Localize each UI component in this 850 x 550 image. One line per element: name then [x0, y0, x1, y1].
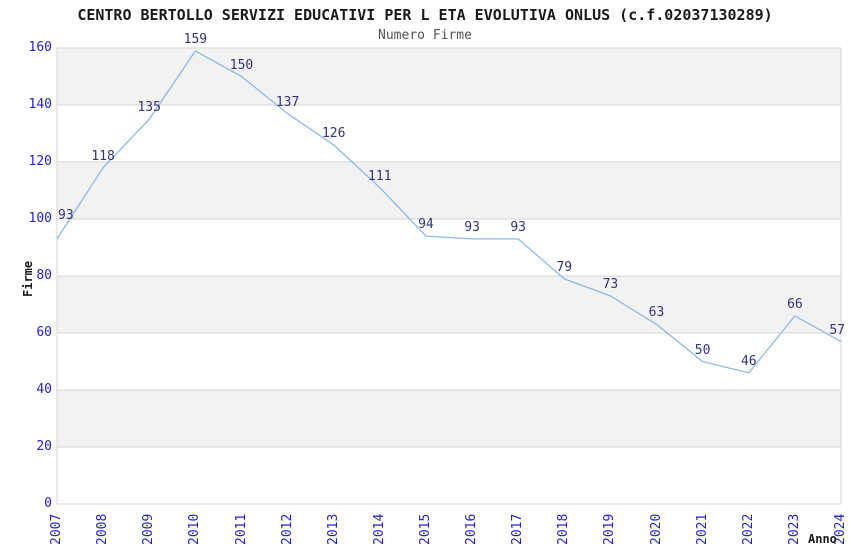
x-tick-label: 2008 — [95, 513, 111, 545]
data-label: 63 — [648, 305, 665, 321]
plot-band — [56, 218, 842, 277]
y-tick-label: 80 — [36, 268, 52, 283]
plot-band — [56, 389, 842, 448]
x-tick-label: 2007 — [49, 513, 64, 545]
x-tick-label: 2011 — [233, 513, 249, 545]
data-label: 93 — [510, 219, 527, 235]
y-tick-label: 160 — [28, 40, 52, 55]
x-tick-label: 2017 — [510, 513, 526, 545]
y-tick-label: 100 — [28, 211, 52, 226]
x-tick-label: 2020 — [648, 513, 664, 545]
data-label: 126 — [321, 125, 346, 141]
plot-band — [56, 47, 842, 106]
data-label: 118 — [91, 148, 115, 164]
x-axis-title: Anno — [808, 532, 837, 546]
plot-border — [56, 47, 842, 505]
data-label: 73 — [602, 276, 619, 292]
x-tick-label: 2022 — [740, 513, 756, 545]
x-tick-label: 2013 — [325, 513, 341, 545]
data-label: 79 — [556, 259, 573, 275]
x-tick-label: 2019 — [602, 513, 618, 545]
x-tick-label: 2012 — [279, 513, 295, 545]
x-tick-label: 2009 — [141, 513, 157, 545]
data-label: 66 — [787, 296, 803, 312]
y-tick-label: 60 — [36, 325, 52, 340]
x-tick-label: 2016 — [464, 513, 480, 545]
y-tick-label: 0 — [44, 496, 52, 511]
series-line — [56, 50, 842, 374]
data-label: 150 — [229, 57, 254, 73]
x-tick-label: 2023 — [786, 513, 802, 545]
y-tick-label: 40 — [36, 382, 52, 397]
plot-band — [56, 275, 842, 334]
data-label: 46 — [740, 353, 757, 369]
x-tick-label: 2015 — [417, 513, 433, 545]
data-label: 159 — [183, 31, 208, 47]
data-label: 50 — [694, 342, 711, 358]
data-label: 93 — [464, 219, 480, 235]
data-label: 135 — [137, 100, 161, 116]
data-label: 94 — [418, 217, 434, 233]
y-tick-label: 20 — [36, 439, 52, 454]
data-label: 111 — [368, 168, 392, 184]
x-tick-label: 2021 — [694, 513, 710, 545]
chart-title: CENTRO BERTOLLO SERVIZI EDUCATIVI PER L … — [77, 6, 773, 24]
x-tick-label: 2018 — [556, 513, 572, 545]
data-label: 93 — [58, 207, 74, 223]
data-label: 137 — [275, 94, 300, 110]
data-label: 57 — [829, 322, 845, 338]
y-axis-title: Firme — [21, 260, 35, 297]
y-tick-label: 120 — [28, 154, 52, 169]
y-tick-label: 140 — [28, 97, 52, 112]
x-tick-label: 2010 — [187, 513, 203, 545]
plot-band — [56, 332, 842, 391]
x-tick-label: 2014 — [371, 513, 387, 545]
plot-band — [56, 161, 842, 220]
chart-subtitle: Numero Firme — [378, 28, 472, 43]
